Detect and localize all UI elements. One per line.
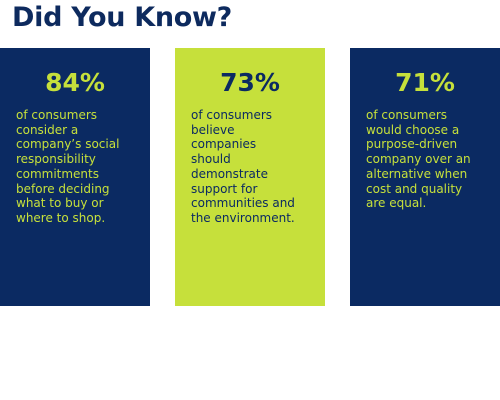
description-line: alternative when xyxy=(366,166,468,181)
description-line: responsibility xyxy=(16,152,96,167)
description-line: cost and quality xyxy=(366,181,463,196)
description-line: what to buy or xyxy=(16,196,104,211)
description-line: where to shop. xyxy=(16,210,106,225)
description-line: demonstrate xyxy=(191,166,268,181)
stat-description: of consumers believe companies should demons… xyxy=(191,108,319,226)
description-line: purpose-driven xyxy=(366,137,458,152)
description-line: company over an xyxy=(366,152,471,167)
stat-card: 73% of consumers believe companies should dem… xyxy=(175,48,325,306)
stat-value: 84% xyxy=(45,68,105,97)
description-line: support for xyxy=(191,181,258,196)
description-line: are equal. xyxy=(366,196,427,211)
description-line: consider a xyxy=(16,122,79,137)
description-line: commitments xyxy=(16,166,99,181)
description-line: should xyxy=(191,152,231,167)
stat-value: 73% xyxy=(220,68,280,97)
description-line: communities and xyxy=(191,196,295,211)
description-line: would choose a xyxy=(366,122,460,137)
description-line: of consumers xyxy=(366,108,448,122)
description-line: before deciding xyxy=(16,181,110,196)
description-line: believe xyxy=(191,122,235,137)
stat-value: 71% xyxy=(395,68,455,97)
stat-card: 71% of consumers would choose a purpose-dri… xyxy=(350,48,500,306)
description-line: company’s social xyxy=(16,137,120,152)
description-line: of consumers xyxy=(16,108,98,122)
stat-card: 84% of consumers consider a company’s socia… xyxy=(0,48,150,306)
description-line: of consumers xyxy=(191,108,273,122)
title: Did You Know? xyxy=(12,2,233,33)
stat-description: of consumers would choose a purpose-driven… xyxy=(366,108,494,211)
description-line: companies xyxy=(191,137,257,152)
description-line: the environment. xyxy=(191,210,295,225)
stat-description: of consumers consider a company’s social re… xyxy=(16,108,144,226)
